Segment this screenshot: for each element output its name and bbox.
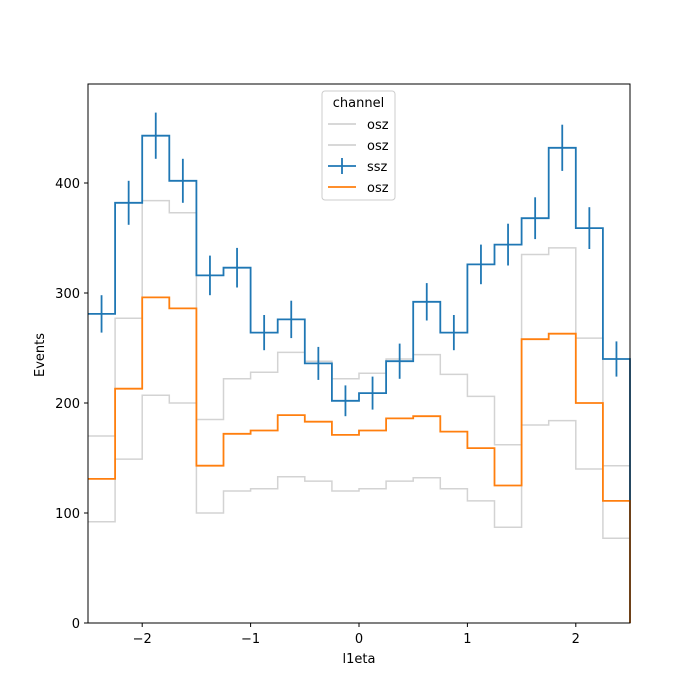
legend-entry-label: ssz [367, 160, 388, 175]
x-tick-label: 2 [572, 632, 580, 647]
legend: channel osz osz ssz osz [321, 90, 396, 201]
series-2-step-line [88, 134, 631, 623]
y-tick-label: 100 [55, 507, 80, 522]
x-tick-label: 1 [463, 632, 471, 647]
series-0-band-upper [88, 199, 630, 467]
series-2-data-with-errors [88, 112, 631, 623]
series-1-step-line [88, 394, 630, 540]
y-tick-label: 0 [72, 617, 80, 632]
series-0-step-line [88, 199, 630, 467]
series-1-band-lower [88, 394, 630, 540]
x-tick-label: 0 [355, 632, 363, 647]
legend-entry-label: osz [367, 118, 389, 133]
legend-entry: osz [328, 181, 389, 196]
legend-entry: osz [328, 139, 389, 154]
y-axis-label: Events [33, 333, 48, 377]
legend-entry: osz [328, 118, 389, 133]
x-tick-label: −2 [133, 632, 152, 647]
legend-entry-label: osz [367, 139, 389, 154]
legend-title: channel [333, 96, 384, 111]
legend-entry: ssz [328, 158, 388, 175]
y-tick-label: 300 [55, 287, 80, 302]
legend-entry-label: osz [367, 181, 389, 196]
series-3-step [88, 296, 631, 623]
x-tick-label: −1 [241, 632, 260, 647]
plot-area [87, 83, 631, 624]
y-tick-label: 400 [55, 177, 80, 192]
y-tick-label: 200 [55, 397, 80, 412]
x-axis-label: l1eta [343, 652, 376, 667]
y-axis: 0 100 200 300 400 [55, 177, 88, 632]
legend-box [321, 90, 396, 201]
series-3-step-line [88, 296, 631, 623]
x-axis: −2 −1 0 1 2 [133, 623, 580, 647]
